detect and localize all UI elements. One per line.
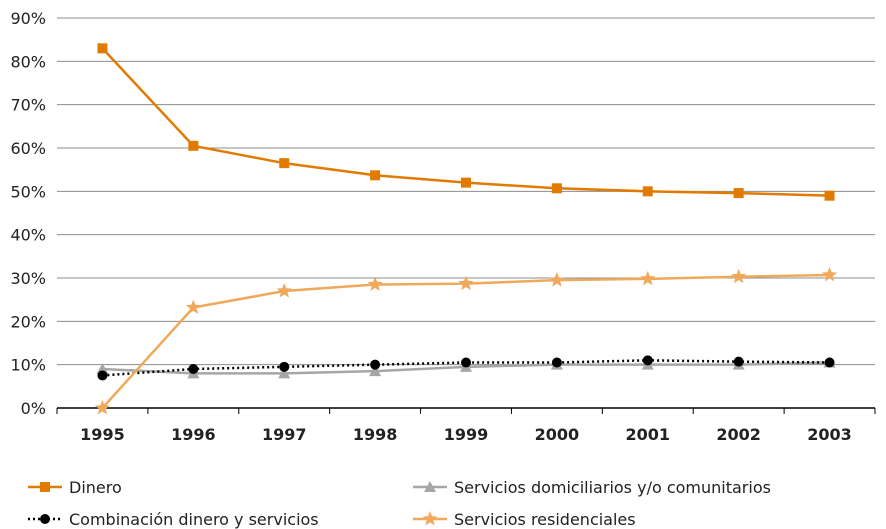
- legend-entry: Dinero: [28, 478, 122, 497]
- series-line: [101, 273, 830, 409]
- data-point: [279, 361, 290, 372]
- y-tick-label: 80%: [10, 52, 46, 71]
- axes: 0% 10% 20% 30% 40% 50% 60% 70% 80% 90% 1995 1996 199…: [10, 9, 876, 444]
- data-point: [97, 43, 108, 54]
- gridlines: [57, 17, 875, 366]
- data-point: [733, 356, 744, 367]
- data-point: [551, 183, 562, 194]
- data-point: [551, 357, 562, 368]
- data-point: [642, 186, 653, 197]
- x-tick-label: 1995: [80, 425, 125, 444]
- legend: Dinero Servicios domiciliarios y/o comuni…: [28, 478, 771, 529]
- x-tick-label: 1999: [444, 425, 489, 444]
- legend-label: Dinero: [69, 478, 122, 497]
- y-tick-label: 10%: [10, 356, 46, 375]
- data-point: [640, 270, 656, 286]
- data-point: [458, 275, 474, 291]
- series-line: [101, 47, 830, 197]
- data-point: [367, 276, 383, 291]
- series-0: [97, 43, 835, 201]
- y-tick-label: 40%: [10, 226, 46, 245]
- data-point: [96, 363, 109, 374]
- x-tick-label: 2001: [626, 425, 671, 444]
- x-tick-label: 2002: [716, 425, 761, 444]
- x-tick-label: 2003: [807, 425, 852, 444]
- y-tick-label: 90%: [10, 9, 46, 28]
- legend-square-icon: [40, 482, 50, 492]
- data-point: [461, 177, 471, 188]
- y-tick-label: 30%: [10, 269, 46, 288]
- legend-label: Combinación dinero y servicios: [69, 510, 319, 529]
- y-tick-label: 50%: [10, 182, 46, 201]
- data-point: [461, 357, 471, 368]
- y-tick-label: 60%: [10, 139, 46, 158]
- data-point: [824, 357, 835, 368]
- x-tick-label: 2000: [535, 425, 580, 444]
- legend-triangle-icon: [424, 481, 436, 492]
- series-2: [97, 355, 835, 381]
- data-point: [94, 400, 111, 415]
- data-point: [370, 170, 381, 181]
- series-lines: [94, 43, 838, 415]
- data-point: [188, 140, 199, 151]
- legend-entry: Combinación dinero y servicios: [28, 510, 319, 529]
- data-point: [185, 299, 201, 314]
- data-point: [278, 367, 291, 379]
- data-point: [369, 365, 382, 377]
- data-point: [733, 188, 744, 199]
- data-point: [188, 364, 199, 374]
- data-point: [731, 268, 747, 284]
- legend-circle-icon: [40, 514, 50, 524]
- y-tick-label: 70%: [10, 96, 46, 115]
- data-point: [549, 272, 565, 287]
- data-point: [821, 266, 838, 282]
- data-point: [642, 355, 653, 366]
- series-3: [94, 266, 838, 415]
- data-point: [370, 359, 381, 370]
- data-point: [279, 158, 290, 169]
- data-point: [276, 283, 292, 298]
- legend-star-icon: [422, 511, 438, 526]
- y-tick-label: 20%: [10, 312, 46, 331]
- legend-entry: Servicios domiciliarios y/o comunitarios: [413, 478, 771, 497]
- legend-label: Servicios residenciales: [454, 510, 636, 529]
- x-tick-label: 1996: [171, 425, 216, 444]
- series-line: [102, 359, 830, 377]
- data-point: [824, 190, 835, 201]
- y-tick-label: 0%: [21, 399, 46, 418]
- x-tick-label: 1997: [262, 425, 307, 444]
- legend-label: Servicios domiciliarios y/o comunitarios: [454, 478, 771, 497]
- data-point: [97, 370, 108, 381]
- x-tick-label: 1998: [353, 425, 398, 444]
- legend-entry: Servicios residenciales: [413, 510, 636, 529]
